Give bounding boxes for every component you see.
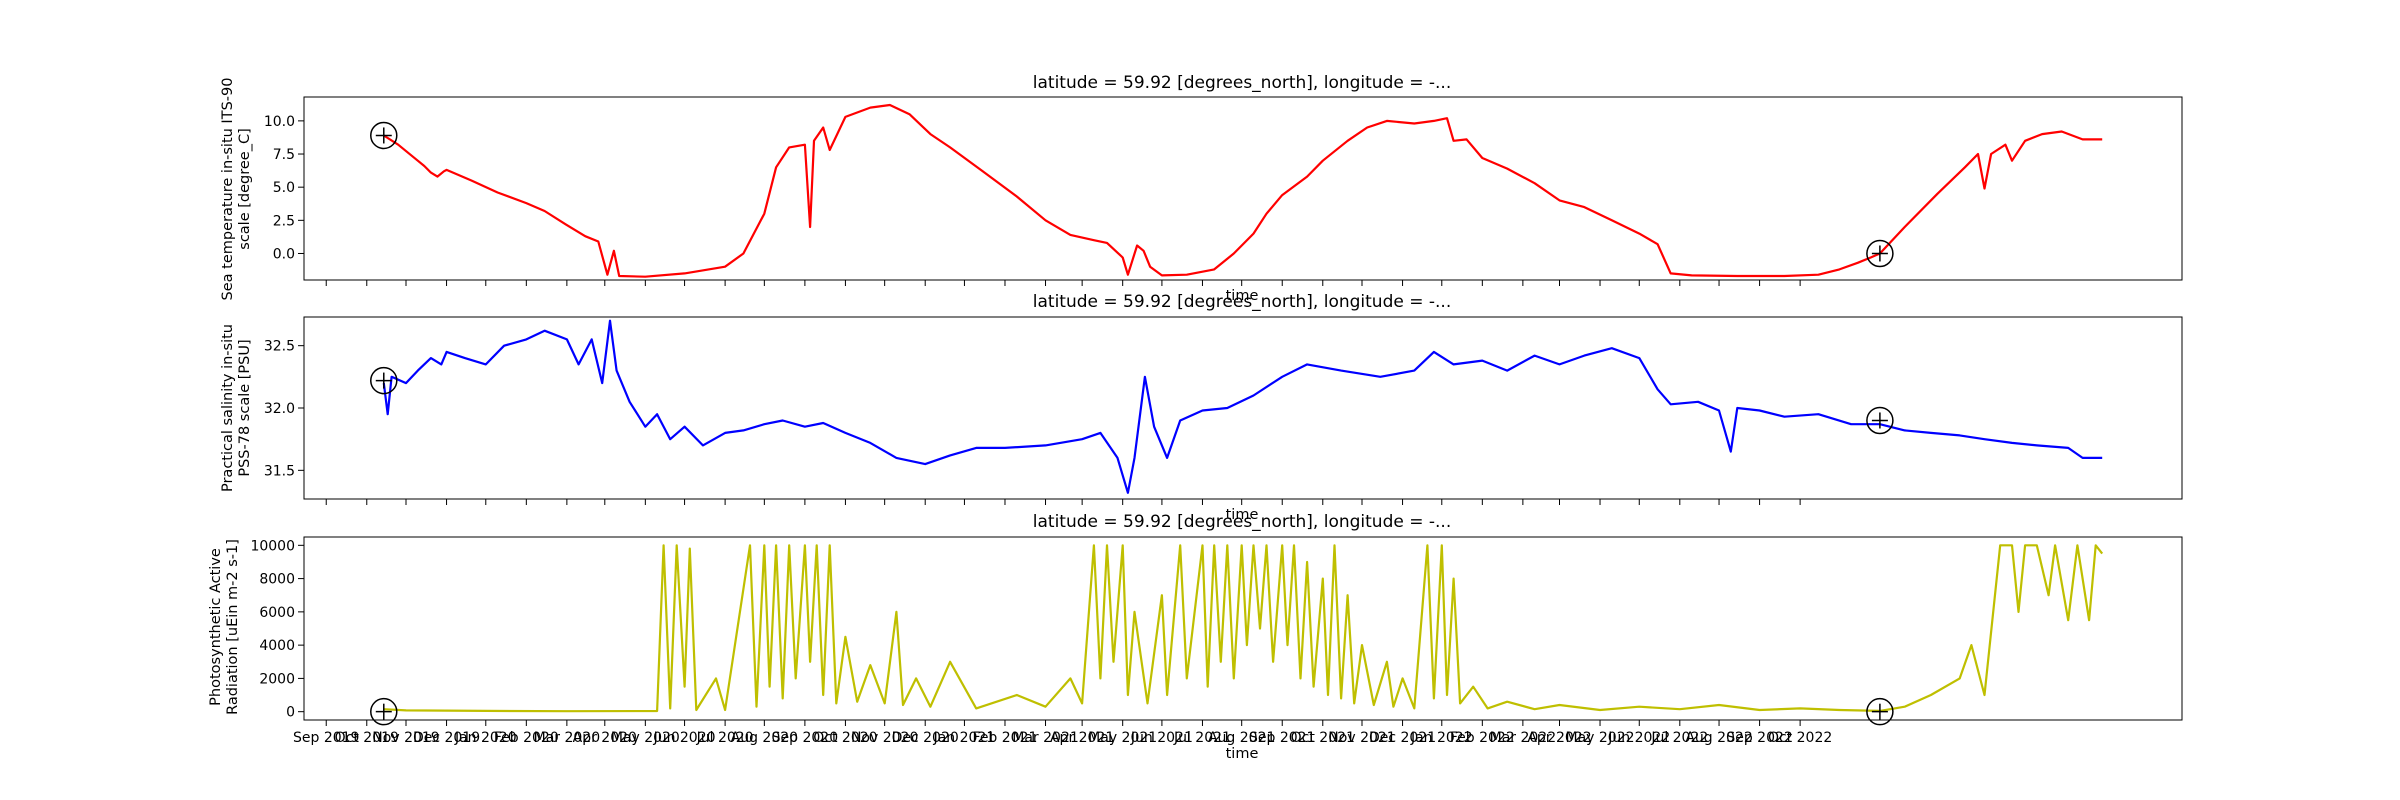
salinity-ylabel-line1: Practical salinity in-situ — [220, 324, 236, 492]
par-ytick-label: 0 — [286, 705, 295, 721]
par-panel-title: latitude = 59.92 [degrees_north], longit… — [1033, 512, 1451, 532]
par-xtick-label: Feb 2020 — [494, 730, 559, 746]
temperature-axes-frame — [303, 96, 2183, 281]
par-xtick-label: Oct 2019 — [335, 730, 399, 746]
salinity-ytick-label: 32.5 — [264, 339, 295, 355]
par-xtick-label: Dec 2020 — [892, 730, 959, 746]
par-xtick-label: Sep 2022 — [1726, 730, 1792, 746]
par-xtick-label: Aug 2021 — [1208, 730, 1275, 746]
par-ylabel-line2: Radiation [uEin m-2 s-1] — [225, 539, 241, 715]
par-xtick-label: Jun 2020 — [653, 730, 716, 746]
temperature-panel: latitude = 59.92 [degrees_north], longit… — [220, 73, 2183, 304]
par-xtick-label: Jun 2021 — [1130, 730, 1193, 746]
par-xtick-label: May 2021 — [1088, 730, 1157, 746]
par-ytick-label: 6000 — [259, 605, 295, 621]
temperature-marker — [370, 121, 398, 150]
par-xtick-label: Apr 2022 — [1527, 730, 1591, 746]
salinity-xlabel: time — [1226, 507, 1259, 523]
par-xtick-label: Dec 2019 — [413, 730, 480, 746]
salinity-marker — [370, 366, 398, 395]
par-xtick-label: May 2020 — [611, 730, 680, 746]
par-ytick-label: 2000 — [259, 671, 295, 687]
salinity-ylabel-line2: PSS-78 scale [PSU] — [237, 339, 253, 476]
par-ytick-label: 4000 — [259, 638, 295, 654]
temperature-xlabel: time — [1226, 288, 1259, 304]
temperature-ytick-label: 7.5 — [273, 147, 295, 163]
temperature-ytick-label: 2.5 — [273, 213, 295, 229]
par-ytick-label: 8000 — [259, 572, 295, 588]
par-xtick-label: Oct 2020 — [813, 730, 877, 746]
salinity-ylabel: Practical salinity in-situ PSS-78 scale … — [220, 324, 253, 492]
salinity-ytick-label: 32.0 — [264, 401, 295, 417]
par-xtick-label: Aug 2020 — [731, 730, 798, 746]
par-xtick-label: Sep 2020 — [772, 730, 838, 746]
par-xtick-label: Sep 2021 — [1249, 730, 1315, 746]
par-xtick-label: Jul 2020 — [696, 730, 754, 746]
salinity-marker — [1866, 406, 1894, 435]
par-xtick-label: Jun 2022 — [1607, 730, 1670, 746]
par-panel: latitude = 59.92 [degrees_north], longit… — [208, 512, 2183, 762]
par-xtick-label: Apr 2020 — [573, 730, 637, 746]
par-xtick-label: Sep 2019 — [293, 730, 359, 746]
par-axes-frame — [303, 536, 2183, 721]
salinity-ytick-label: 31.5 — [264, 463, 295, 479]
par-xlabel: time — [1226, 746, 1259, 762]
par-xtick-label: Aug 2022 — [1685, 730, 1752, 746]
par-xtick-label: Feb 2021 — [973, 730, 1038, 746]
par-xtick-label: May 2022 — [1566, 730, 1635, 746]
par-xtick-label: Oct 2022 — [1768, 730, 1832, 746]
temperature-series-line — [383, 103, 2103, 278]
par-xtick-label: Nov 2021 — [1328, 730, 1395, 746]
temperature-ylabel-line2: scale [degree_C] — [237, 128, 253, 249]
temperature-ylabel: Sea temperature in-situ ITS-90 scale [de… — [220, 78, 253, 301]
temperature-ytick-label: 10.0 — [264, 114, 295, 130]
par-xtick-label: Feb 2022 — [1450, 730, 1515, 746]
temperature-ylabel-line1: Sea temperature in-situ ITS-90 — [220, 78, 236, 301]
salinity-panel-title: latitude = 59.92 [degrees_north], longit… — [1033, 292, 1451, 312]
salinity-series-line — [382, 319, 2103, 494]
par-xtick-label: Jan 2021 — [933, 730, 996, 746]
par-xtick-label: Jan 2020 — [454, 730, 517, 746]
temperature-ytick-label: 0.0 — [273, 246, 295, 262]
par-ylabel-line1: Photosynthetic Active — [208, 548, 224, 706]
temperature-panel-title: latitude = 59.92 [degrees_north], longit… — [1033, 73, 1451, 93]
par-xtick-label: Oct 2021 — [1291, 730, 1355, 746]
salinity-panel: latitude = 59.92 [degrees_north], longit… — [220, 292, 2183, 523]
temperature-plot-area: 0.0 2.5 5.0 7.5 10.0 — [264, 96, 2183, 286]
par-xtick-label: Jul 2022 — [1650, 730, 1708, 746]
salinity-axes-frame — [303, 316, 2183, 500]
par-xtick-label: Jul 2021 — [1173, 730, 1231, 746]
salinity-plot-area: 31.5 32.0 32.5 — [264, 316, 2183, 505]
par-xtick-label: Mar 2021 — [1012, 730, 1079, 746]
par-marker — [1866, 697, 1894, 726]
par-xtick-label: Apr 2021 — [1050, 730, 1114, 746]
par-ytick-label: 10000 — [250, 538, 295, 554]
par-xtick-label: Jan 2022 — [1410, 730, 1473, 746]
par-marker — [370, 697, 398, 726]
par-xtick-label: Mar 2022 — [1490, 730, 1557, 746]
par-series-line — [383, 544, 2104, 713]
par-xtick-label: Nov 2019 — [372, 730, 439, 746]
temperature-ytick-label: 5.0 — [273, 180, 295, 196]
par-xtick-label: Nov 2020 — [851, 730, 918, 746]
par-xtick-label: Mar 2020 — [534, 730, 601, 746]
par-xtick-label: Dec 2021 — [1369, 730, 1436, 746]
par-ylabel: Photosynthetic Active Radiation [uEin m-… — [208, 539, 241, 715]
temperature-marker — [1866, 239, 1894, 268]
